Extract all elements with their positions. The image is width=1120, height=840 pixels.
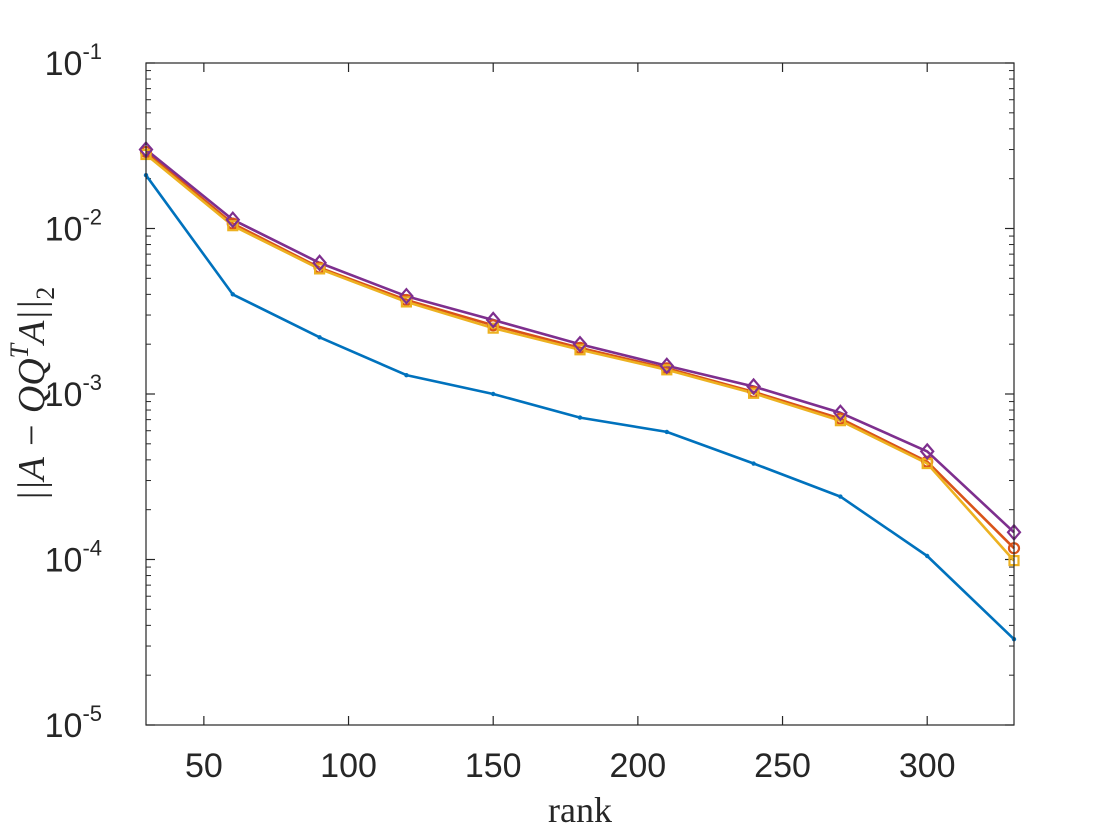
x-tick-label: 300 xyxy=(899,747,956,785)
data-point xyxy=(404,372,409,378)
data-point xyxy=(314,263,326,275)
data-point xyxy=(317,335,322,340)
x-tick-label: 200 xyxy=(609,747,666,785)
data-point xyxy=(225,211,241,229)
data-point xyxy=(834,415,847,427)
series-markers xyxy=(138,140,1022,642)
data-point xyxy=(664,429,669,435)
data-point xyxy=(925,553,930,559)
data-point xyxy=(747,387,760,399)
data-point xyxy=(572,335,588,353)
y-tick-label: 10-5 xyxy=(45,701,102,745)
data-point xyxy=(746,377,762,396)
x-tick-label: 50 xyxy=(185,747,223,785)
data-point xyxy=(577,415,583,420)
data-point xyxy=(398,287,414,305)
data-point xyxy=(751,461,756,466)
y-axis-label: ||A − QQTA||2 xyxy=(5,287,60,502)
data-point xyxy=(574,344,586,356)
data-point xyxy=(485,311,501,329)
data-point xyxy=(838,494,843,499)
x-axis-label: rank xyxy=(548,790,612,830)
data-point xyxy=(487,322,499,334)
data-point xyxy=(312,254,328,272)
data-point xyxy=(491,391,496,397)
plot-area xyxy=(146,63,1014,725)
plot-frame xyxy=(145,62,1015,726)
data-point xyxy=(230,292,235,297)
y-tick-label: 10-1 xyxy=(45,39,102,83)
y-tick-label: 10-3 xyxy=(45,370,102,414)
y-tick-labels: 10-5 10-4 10-3 10-2 10-1 xyxy=(45,39,102,745)
series-line-2 xyxy=(145,150,1015,550)
data-point xyxy=(227,220,239,232)
x-tick-label: 150 xyxy=(465,747,522,785)
data-point xyxy=(400,296,412,308)
data-point xyxy=(832,404,848,422)
x-tick-label: 100 xyxy=(320,747,377,785)
data-point xyxy=(919,442,935,461)
y-tick-label: 10-4 xyxy=(45,536,102,580)
data-point xyxy=(659,357,675,375)
y-tick-label: 10-2 xyxy=(45,205,102,249)
x-tick-labels: 50 100 150 200 250 300 xyxy=(185,747,956,785)
x-tick-label: 250 xyxy=(754,747,811,785)
